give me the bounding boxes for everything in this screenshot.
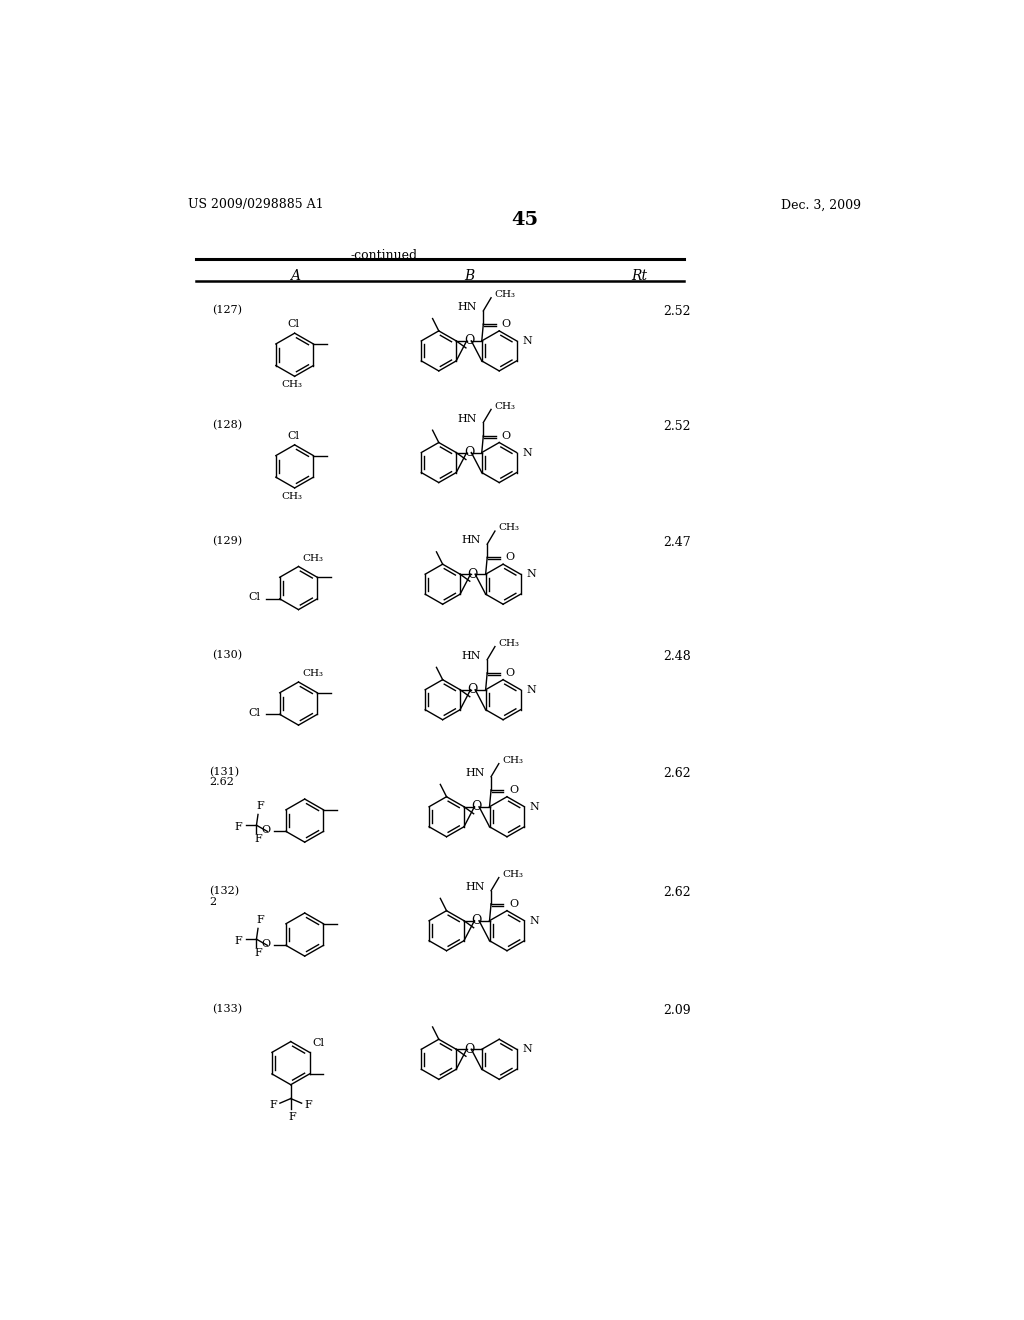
Text: (132): (132) (209, 886, 240, 896)
Text: O: O (501, 430, 510, 441)
Text: 45: 45 (511, 211, 539, 228)
Text: 2.09: 2.09 (663, 1003, 690, 1016)
Text: O: O (472, 800, 482, 813)
Text: CH₃: CH₃ (498, 524, 519, 532)
Text: N: N (529, 801, 540, 812)
Text: 2.47: 2.47 (663, 536, 690, 549)
Text: 2.62: 2.62 (663, 767, 690, 780)
Text: O: O (501, 319, 510, 329)
Text: 2.52: 2.52 (663, 420, 690, 433)
Text: CH₃: CH₃ (498, 639, 519, 648)
Text: 2.62: 2.62 (209, 777, 234, 788)
Text: F: F (256, 801, 264, 812)
Text: Cl: Cl (287, 432, 299, 441)
Text: (127): (127) (212, 305, 242, 315)
Text: Cl: Cl (312, 1038, 325, 1048)
Text: (129): (129) (212, 536, 242, 546)
Text: CH₃: CH₃ (281, 492, 302, 500)
Text: 2.52: 2.52 (663, 305, 690, 318)
Text: N: N (526, 685, 536, 694)
Text: N: N (529, 916, 540, 925)
Text: O: O (464, 1043, 474, 1056)
Text: N: N (522, 447, 531, 458)
Text: B: B (464, 269, 474, 284)
Text: F: F (234, 822, 243, 832)
Text: Cl: Cl (249, 593, 260, 602)
Text: 2: 2 (209, 896, 216, 907)
Text: O: O (464, 334, 474, 347)
Text: O: O (261, 939, 270, 949)
Text: Rt: Rt (632, 269, 647, 284)
Text: O: O (468, 568, 478, 581)
Text: F: F (305, 1100, 312, 1110)
Text: HN: HN (458, 413, 477, 424)
Text: F: F (269, 1100, 276, 1110)
Text: F: F (234, 936, 243, 945)
Text: O: O (468, 684, 478, 696)
Text: (128): (128) (212, 420, 242, 430)
Text: O: O (472, 915, 482, 927)
Text: HN: HN (465, 882, 485, 892)
Text: (131): (131) (209, 767, 240, 777)
Text: O: O (509, 899, 518, 908)
Text: O: O (505, 668, 514, 677)
Text: Cl: Cl (249, 708, 260, 718)
Text: N: N (526, 569, 536, 579)
Text: F: F (256, 915, 264, 925)
Text: A: A (290, 269, 300, 284)
Text: F: F (254, 834, 262, 845)
Text: (133): (133) (212, 1003, 242, 1014)
Text: -continued: -continued (350, 249, 418, 263)
Text: CH₃: CH₃ (495, 290, 515, 300)
Text: CH₃: CH₃ (302, 553, 324, 562)
Text: O: O (509, 785, 518, 795)
Text: HN: HN (458, 302, 477, 312)
Text: Cl: Cl (287, 319, 299, 330)
Text: HN: HN (462, 651, 481, 661)
Text: 2.62: 2.62 (663, 886, 690, 899)
Text: CH₃: CH₃ (502, 870, 523, 879)
Text: O: O (464, 446, 474, 459)
Text: 2.48: 2.48 (663, 649, 690, 663)
Text: N: N (522, 1044, 531, 1055)
Text: CH₃: CH₃ (495, 401, 515, 411)
Text: HN: HN (462, 536, 481, 545)
Text: O: O (505, 552, 514, 562)
Text: F: F (289, 1113, 296, 1122)
Text: F: F (254, 949, 262, 958)
Text: Dec. 3, 2009: Dec. 3, 2009 (781, 198, 861, 211)
Text: CH₃: CH₃ (502, 756, 523, 766)
Text: CH₃: CH₃ (281, 380, 302, 389)
Text: (130): (130) (212, 649, 242, 660)
Text: HN: HN (465, 768, 485, 777)
Text: N: N (522, 335, 531, 346)
Text: O: O (261, 825, 270, 834)
Text: CH₃: CH₃ (302, 669, 324, 678)
Text: US 2009/0298885 A1: US 2009/0298885 A1 (188, 198, 324, 211)
